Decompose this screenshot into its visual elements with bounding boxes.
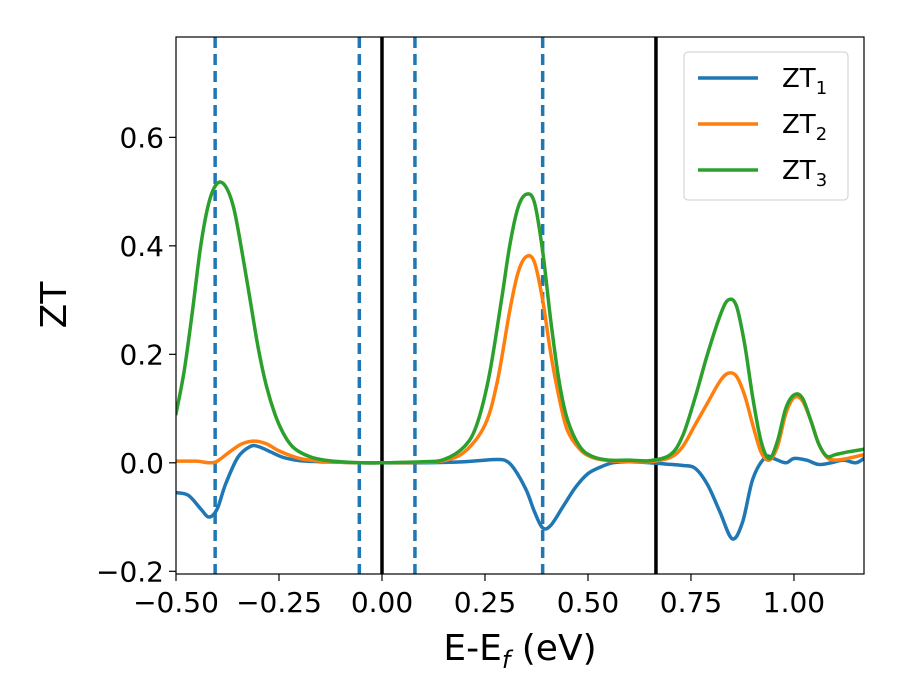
series-line-zt2 bbox=[176, 253, 864, 465]
x-tick-label: 0.25 bbox=[454, 586, 516, 619]
series-line-zt1 bbox=[176, 443, 864, 541]
series-line-zt3 bbox=[176, 180, 864, 465]
x-tick-label: 0.50 bbox=[557, 586, 619, 619]
legend-box bbox=[683, 51, 849, 201]
legend: ZT1 ZT2 ZT3 bbox=[683, 51, 849, 201]
x-tick-label: −0.25 bbox=[236, 586, 322, 619]
legend-label-zt2: ZT2 bbox=[782, 110, 827, 145]
reference-lines bbox=[213, 37, 658, 574]
series-lines bbox=[176, 180, 864, 541]
legend-label-zt1: ZT1 bbox=[782, 64, 827, 99]
legend-label-zt3: ZT3 bbox=[782, 156, 827, 191]
x-tick-label: 0.00 bbox=[351, 586, 413, 619]
y-tick-label: 0.4 bbox=[119, 230, 164, 263]
plot-frame bbox=[175, 36, 865, 575]
x-axis-label: E-Ef (eV) bbox=[443, 628, 596, 674]
y-tick-label: 0.0 bbox=[119, 447, 164, 480]
y-tick-label: −0.2 bbox=[96, 555, 164, 588]
x-tick-label: 0.75 bbox=[660, 586, 722, 619]
x-axis: −0.50 −0.25 0.00 0.25 0.50 0.75 1.00 bbox=[133, 574, 825, 619]
x-tick-label: 1.00 bbox=[763, 586, 825, 619]
x-tick-label: −0.50 bbox=[133, 586, 219, 619]
y-axis-label: ZT bbox=[34, 281, 75, 329]
x-axis-label-unit: (eV) bbox=[510, 628, 596, 669]
y-tick-label: 0.6 bbox=[119, 121, 164, 154]
y-tick-label: 0.2 bbox=[119, 338, 164, 371]
y-axis: −0.2 0.0 0.2 0.4 0.6 bbox=[96, 121, 176, 588]
